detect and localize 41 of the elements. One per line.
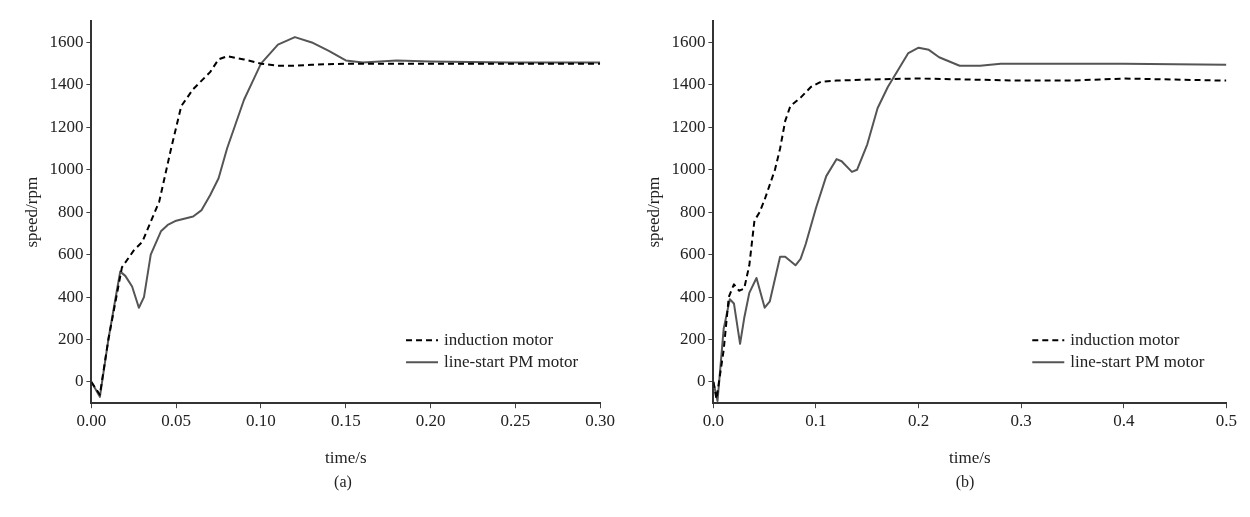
x-tick-label: 0.2	[907, 410, 930, 430]
y-tick-label: 800	[679, 201, 706, 221]
y-tick-label: 1400	[671, 74, 706, 94]
y-tick-label: 1400	[49, 74, 84, 94]
x-tick-label: 0.05	[161, 410, 192, 430]
x-tick-label: 0.5	[1215, 410, 1237, 430]
y-tick-label: 800	[57, 201, 84, 221]
x-tick-label: 0.10	[246, 410, 276, 430]
y-axis-title: speed/rpm	[643, 176, 663, 248]
x-axis-title: time/s	[324, 448, 367, 468]
y-tick-label: 1200	[671, 116, 706, 136]
x-tick-label: 0.25	[500, 410, 531, 430]
y-tick-label: 1000	[49, 159, 84, 179]
y-tick-label: 0	[696, 371, 706, 391]
x-axis-title: time/s	[949, 448, 991, 468]
legend-label: line-start PM motor	[444, 351, 579, 371]
y-axis-title: speed/rpm	[21, 176, 41, 248]
y-tick-label: 600	[679, 244, 706, 264]
y-tick-label: 600	[57, 244, 84, 264]
legend-label: line-start PM motor	[1070, 351, 1205, 371]
legend-label: induction motor	[1070, 329, 1180, 349]
x-tick-label: 0.15	[330, 410, 361, 430]
x-tick-label: 0.20	[415, 410, 446, 430]
x-tick-label: 0.1	[805, 410, 827, 430]
y-tick-label: 400	[679, 286, 706, 306]
y-tick-label: 0	[74, 371, 84, 391]
x-tick-label: 0.0	[702, 410, 725, 430]
x-tick-label: 0.3	[1010, 410, 1032, 430]
y-tick-label: 400	[57, 286, 84, 306]
text: (b)	[954, 473, 976, 491]
y-tick-label: 200	[57, 329, 84, 348]
x-tick-label: 0.00	[76, 410, 107, 430]
legend-label: induction motor	[444, 329, 554, 349]
x-tick-label: 0.30	[585, 410, 615, 430]
y-tick-label: 1000	[671, 159, 706, 179]
y-tick-label: 1200	[49, 116, 84, 136]
x-tick-label: 0.4	[1113, 410, 1135, 430]
text: (a)	[333, 473, 353, 491]
y-tick-label: 1600	[671, 31, 706, 51]
y-tick-label: 1600	[49, 31, 84, 51]
y-tick-label: 200	[679, 329, 706, 348]
